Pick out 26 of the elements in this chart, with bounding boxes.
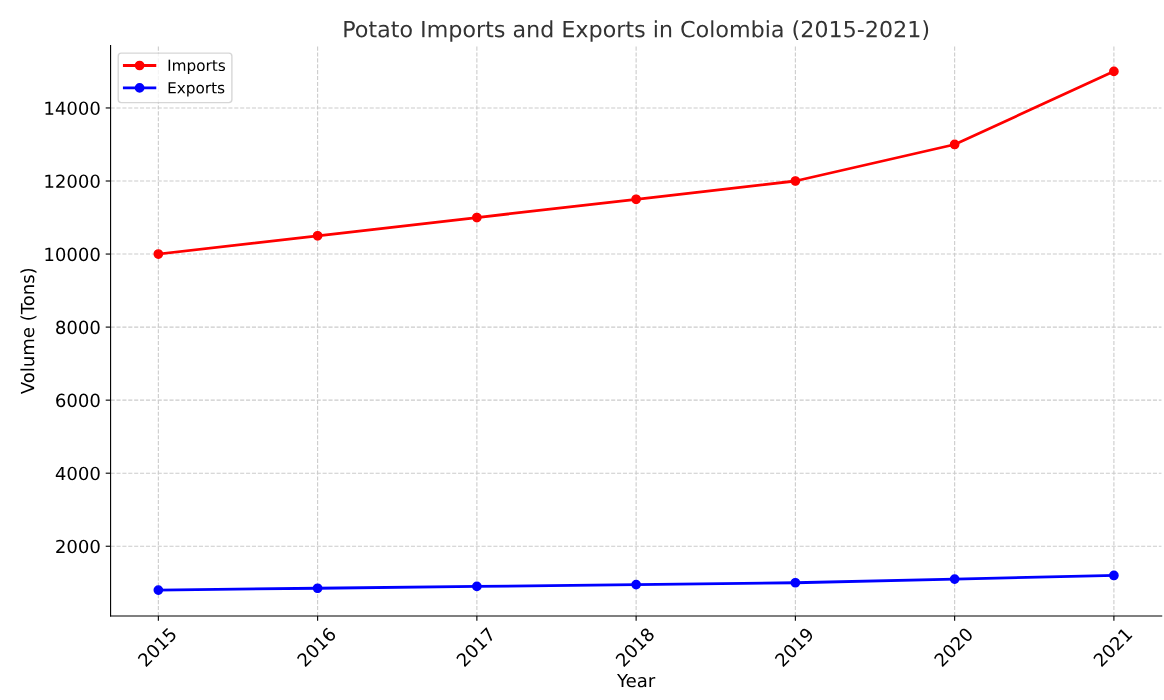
point xyxy=(949,139,960,150)
point xyxy=(472,212,482,223)
point xyxy=(312,583,323,594)
point xyxy=(631,194,641,205)
legend-label: Imports xyxy=(168,59,226,75)
x-axis-title: Year xyxy=(616,673,656,688)
point xyxy=(790,577,801,588)
y-tick-label: 14000 xyxy=(45,101,100,116)
point xyxy=(631,579,641,590)
y-tick-label: 6000 xyxy=(56,393,100,408)
y-tick-label: 2000 xyxy=(56,539,100,554)
point xyxy=(472,581,482,592)
chart-title: Potato Imports and Exports in Colombia (2015-2021) xyxy=(344,20,929,42)
legend-label: Exports xyxy=(168,82,225,97)
point xyxy=(1109,570,1119,581)
point xyxy=(312,230,323,241)
y-tick-label: 10000 xyxy=(45,247,100,262)
point xyxy=(153,585,164,595)
y-axis-title: Volume (Tons) xyxy=(20,268,37,395)
point xyxy=(153,249,164,259)
y-tick-label: 4000 xyxy=(55,466,100,481)
y-tick-label: 12000 xyxy=(45,174,100,189)
point xyxy=(1109,66,1119,77)
point xyxy=(949,574,960,584)
point xyxy=(790,176,801,186)
y-tick-label: 8000 xyxy=(56,320,100,335)
